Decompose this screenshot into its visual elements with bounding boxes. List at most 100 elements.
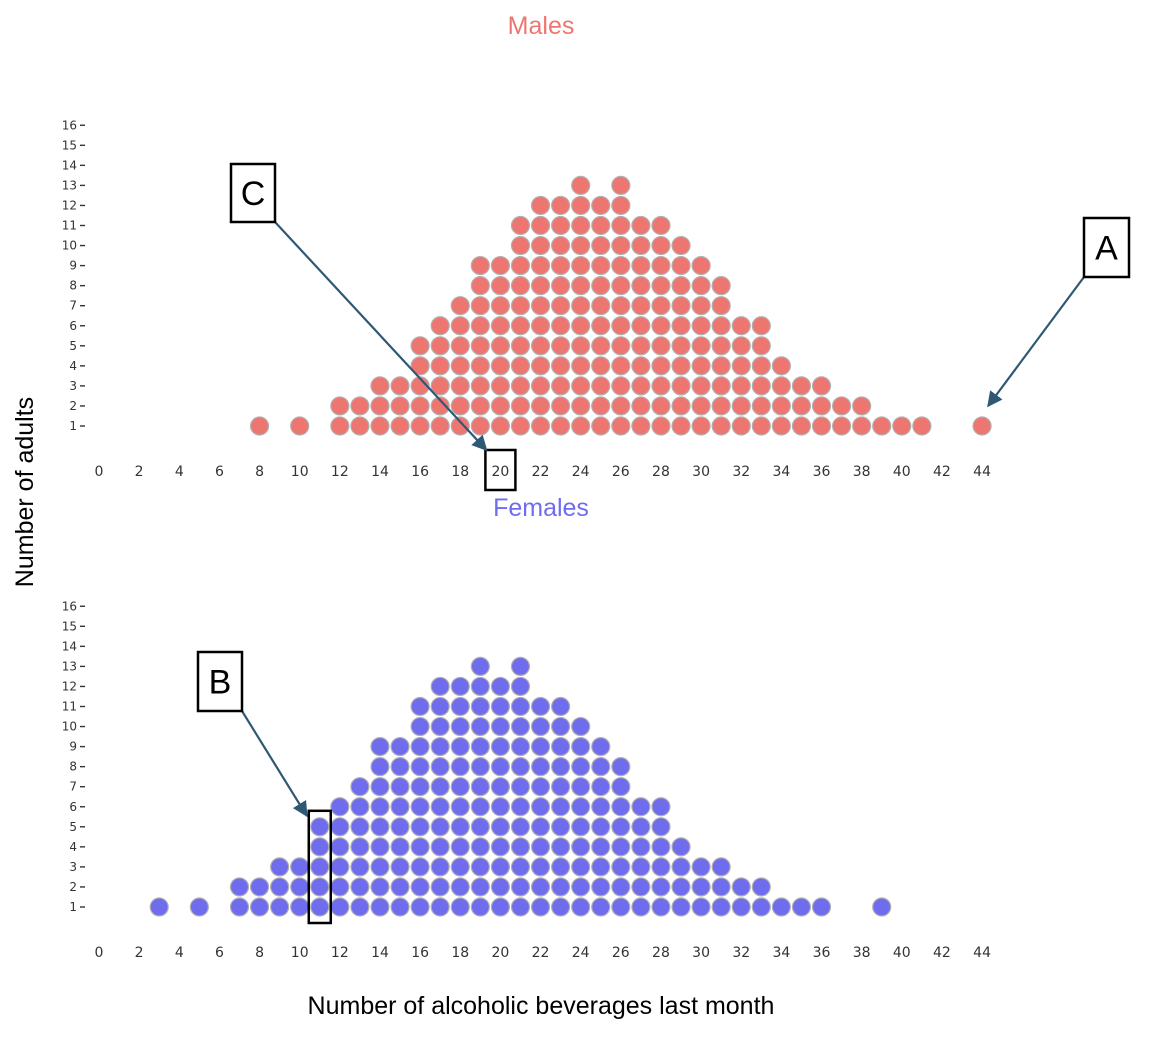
female-dot (470, 837, 490, 857)
male-dot (551, 376, 571, 396)
female-dot (510, 696, 531, 717)
female-dot (551, 857, 571, 877)
male-dot (711, 416, 731, 436)
male-dot (530, 276, 551, 296)
male-dot (852, 396, 872, 416)
male-dot (510, 336, 531, 356)
male-dot (591, 296, 611, 316)
female-dot (490, 837, 510, 857)
female-dot (490, 877, 510, 897)
female-dot (571, 857, 591, 877)
y-tick-label: 16 (62, 599, 77, 613)
male-dot (591, 416, 611, 436)
male-dot (651, 235, 671, 256)
male-dot (771, 356, 791, 376)
female-dot (571, 877, 591, 897)
male-dot (651, 316, 671, 336)
male-dot (591, 356, 611, 376)
callout-arrow-a (987, 276, 1085, 408)
female-dot (551, 716, 571, 737)
male-dot (611, 316, 631, 336)
male-dot (470, 336, 490, 356)
x-tick-label: 42 (933, 464, 951, 480)
female-dot (551, 757, 571, 777)
male-dot (490, 356, 510, 376)
female-dot (350, 877, 370, 897)
male-dot (450, 416, 470, 436)
female-dot (410, 897, 430, 917)
x-tick-label: 26 (612, 945, 630, 961)
female-dot (691, 897, 711, 917)
female-dot (290, 877, 310, 897)
male-dot (651, 296, 671, 316)
female-dot (591, 877, 611, 897)
male-dot (691, 396, 711, 416)
male-dot (591, 235, 611, 256)
female-dot (651, 897, 671, 917)
female-dot (450, 716, 470, 737)
female-dot (751, 897, 771, 917)
male-dot (791, 396, 812, 416)
female-dot (370, 777, 390, 797)
x-tick-label: 36 (813, 945, 831, 961)
female-dot (591, 797, 611, 817)
female-dot (631, 897, 651, 917)
x-tick-label: 38 (853, 945, 871, 961)
male-dot (551, 316, 571, 336)
female-dot (510, 656, 531, 677)
female-dot (731, 897, 751, 917)
male-dot (490, 396, 510, 416)
female-dot (551, 736, 571, 757)
y-tick-label: 8 (69, 279, 77, 293)
male-dot (631, 276, 651, 296)
highlight-box-b (307, 809, 333, 925)
x-tick-label: 44 (973, 464, 991, 480)
y-tick-label: 15 (62, 619, 77, 633)
female-dot (571, 777, 591, 797)
female-dot (591, 857, 611, 877)
female-dot (390, 817, 410, 837)
male-dot (510, 296, 531, 316)
male-dot (611, 296, 631, 316)
female-dot (571, 736, 591, 757)
female-dot (410, 757, 430, 777)
y-tick-label: 15 (62, 138, 77, 152)
male-dot (450, 336, 470, 356)
female-dot (490, 736, 510, 757)
male-dot (811, 376, 832, 396)
x-tick-label: 34 (772, 464, 790, 480)
male-dot (571, 396, 591, 416)
male-dot (430, 316, 450, 336)
x-tick-label: 10 (291, 464, 309, 480)
female-dot (290, 857, 310, 877)
y-tick-label: 16 (62, 118, 77, 132)
female-dot (571, 897, 591, 917)
female-dot (470, 696, 490, 717)
x-tick-label: 40 (893, 464, 911, 480)
male-dot (490, 256, 510, 276)
male-dot (671, 316, 691, 336)
male-dot (510, 316, 531, 336)
female-dot (490, 696, 510, 717)
female-dot (530, 696, 551, 717)
female-dot (510, 777, 531, 797)
male-dot (631, 356, 651, 376)
y-tick-label: 4 (69, 840, 77, 854)
female-dot (691, 877, 711, 897)
male-dot (571, 256, 591, 276)
female-dot (530, 837, 551, 857)
female-dot (731, 877, 751, 897)
male-dot (872, 416, 892, 436)
male-dot (651, 416, 671, 436)
female-dot (571, 797, 591, 817)
male-dot (972, 416, 992, 436)
male-dot (591, 195, 611, 216)
y-tick-label: 8 (69, 760, 77, 774)
x-tick-label: 20 (491, 464, 509, 480)
male-dot (370, 376, 390, 396)
y-tick-label: 12 (62, 679, 77, 693)
callout-box-c (229, 162, 277, 224)
female-dot (571, 716, 591, 737)
callout-arrow-b (241, 710, 308, 818)
